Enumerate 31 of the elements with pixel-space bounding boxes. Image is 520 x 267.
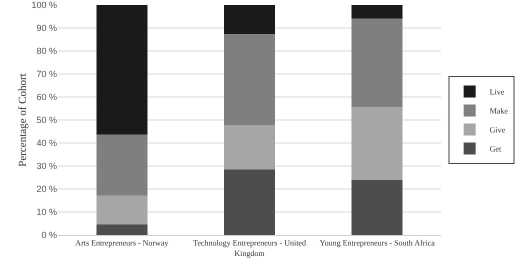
y-tick-label: 50 % (36, 115, 57, 126)
y-tick-label: 10 % (36, 207, 57, 218)
y-tick-label: 70 % (36, 69, 57, 80)
x-tick-label: Arts Entrepreneurs - Norway (75, 238, 168, 248)
y-axis-title: Percentage of Cohort (17, 73, 29, 167)
y-tick-label: 30 % (36, 161, 57, 172)
bar (352, 5, 403, 18)
bar (352, 180, 403, 235)
bar (352, 107, 403, 180)
legend-label: Live (490, 88, 505, 97)
bar (224, 34, 276, 125)
legend-label: Get (490, 144, 502, 154)
bar (352, 18, 403, 108)
bar (96, 224, 148, 235)
y-tick-label: 90 % (36, 23, 57, 34)
bar (96, 5, 148, 134)
y-tick-label: 100 % (31, 0, 57, 10)
bar (96, 195, 148, 225)
legend-label: Make (490, 106, 508, 116)
x-tick-label: Technology Entrepreneurs - United Kingdom (193, 238, 306, 258)
legend-label: Give (490, 126, 506, 135)
x-tick-label: Young Entrepreneurs - South Africa (320, 238, 436, 248)
bar (224, 5, 276, 34)
y-tick-label: 80 % (36, 46, 57, 56)
bar (224, 169, 276, 235)
y-tick-label: 60 % (36, 92, 57, 102)
y-tick-label: 40 % (36, 138, 57, 148)
y-tick-label: 0 % (41, 230, 57, 240)
y-tick-label: 20 % (36, 184, 57, 194)
bar (224, 124, 276, 170)
bar (96, 134, 148, 196)
